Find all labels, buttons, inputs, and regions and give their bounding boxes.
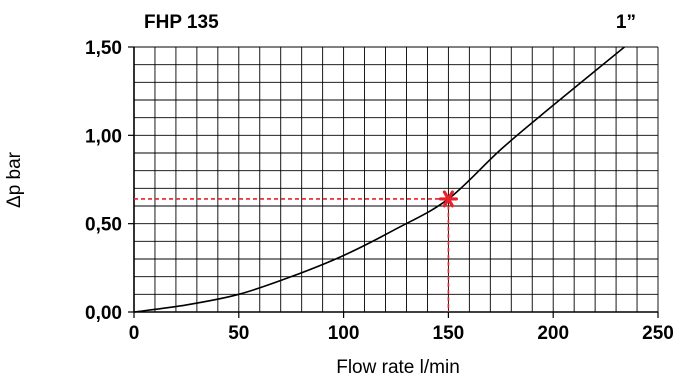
x-tick-label: 100 xyxy=(328,323,360,344)
chart-title-right: 1” xyxy=(616,12,636,33)
operating-point-marker xyxy=(438,190,458,208)
y-tick-label: 1,50 xyxy=(85,38,122,59)
y-tick-label: 0,50 xyxy=(85,215,122,236)
x-tick-label: 0 xyxy=(129,323,140,344)
y-axis-label: Δp bar xyxy=(4,151,25,208)
grid xyxy=(133,46,659,313)
chart-title: FHP 135 xyxy=(144,12,219,33)
pressure-drop-curve xyxy=(133,46,625,313)
tick-layer: 0 50 100 150 200 250 0,00 0,50 1,00 1,50 xyxy=(85,38,674,344)
x-tick-label: 250 xyxy=(642,323,674,344)
curve-layer xyxy=(133,46,625,313)
y-tick-label: 1,00 xyxy=(85,126,122,147)
marker-layer xyxy=(134,190,458,312)
marker-star-center xyxy=(445,196,451,202)
x-tick-label: 50 xyxy=(228,323,249,344)
y-tick-label: 0,00 xyxy=(85,303,122,324)
x-tick-label: 200 xyxy=(537,323,569,344)
x-tick-label: 150 xyxy=(433,323,465,344)
x-axis-label: Flow rate l/min xyxy=(336,357,460,378)
